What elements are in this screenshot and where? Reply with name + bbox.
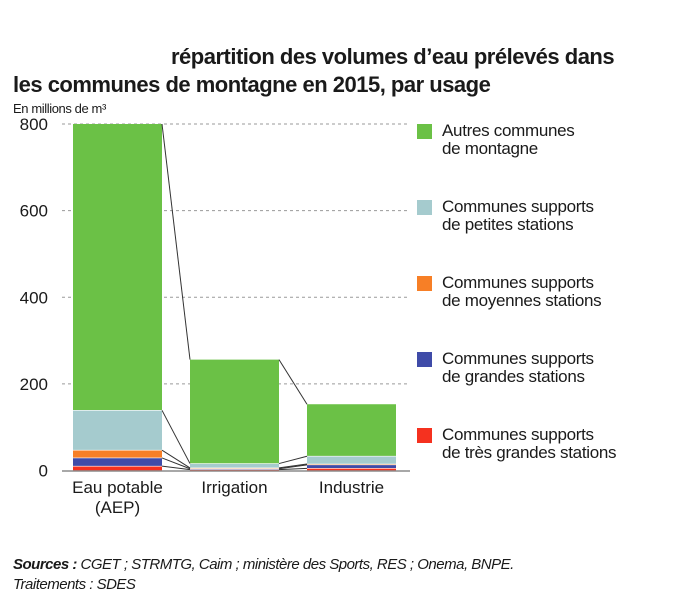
connector-line [161,449,191,469]
legend-label-line: Autres communes [442,121,575,140]
legend-item: Communes supports de très grandes station… [417,426,687,476]
sources-line-1: Sources : CGET ; STRMTG, Caim ; ministèr… [13,555,514,575]
connector-line [161,457,191,470]
connector-line [161,465,191,471]
x-tick-label: (AEP) [95,498,140,517]
legend-swatch [417,200,432,215]
connector-line [278,464,308,470]
legend-label-line: de montagne [442,139,538,158]
y-tick-label: 600 [20,202,48,221]
legend-label-line: de très grandes stations [442,443,617,462]
chart-title-line-2: les communes de montagne en 2015, par us… [13,72,491,97]
y-tick-label: 0 [39,462,48,481]
connector-line [278,463,308,469]
bar-segment [190,467,279,469]
legend-item: Communes supports de moyennes stations [417,274,687,324]
legend-item: Communes supports de grandes stations [417,350,687,400]
legend-label: Communes supports de petites stations [442,198,594,234]
legend-item: Communes supports de petites stations [417,198,687,248]
y-tick-label: 400 [20,288,48,307]
y-tick-label: 800 [20,115,48,134]
x-tick-label: Irrigation [201,478,267,497]
legend-swatch [417,276,432,291]
bar-segment [307,456,396,465]
legend-label: Autres communes de montagne [442,122,575,158]
connector-line [278,359,308,405]
bar-segment [73,450,162,458]
bar-segment [307,464,396,469]
legend-label: Communes supports de grandes stations [442,350,594,386]
legend-label: Communes supports de moyennes stations [442,273,602,310]
y-axis-unit-label: En millions de m³ [13,101,106,116]
bar-segment [190,468,279,470]
bar-segment [307,404,396,457]
sources-text: CGET ; STRMTG, Caim ; ministère des Spor… [76,556,515,573]
legend-label-line: Communes supports [442,273,594,292]
legend-label-line: de grandes stations [442,367,585,386]
connector-line [161,410,191,464]
bar-segment [190,469,279,471]
chart-title: répartition des volumes d’eau prélevés d… [13,43,693,99]
sources-label: Sources : [13,556,77,573]
legend-label-line: Communes supports [442,425,594,444]
bar-segment [73,124,162,411]
bar-segment [190,359,279,464]
bar-segment [73,457,162,467]
legend-label-line: de moyennes stations [442,291,602,310]
legend-item: Autres communes de montagne [417,122,687,172]
legend-label-line: de petites stations [442,215,574,234]
bar-segment [307,464,396,465]
legend-swatch [417,352,432,367]
y-tick-label: 200 [20,375,48,394]
bar-segment [73,466,162,471]
sources-note: Sources : CGET ; STRMTG, Caim ; ministèr… [13,555,514,595]
bar-segment [190,463,279,468]
legend-swatch [417,124,432,139]
sources-line-2: Traitements : SDES [13,576,136,593]
bar-segment [73,410,162,451]
chart-title-line-1: répartition des volumes d’eau prélevés d… [171,44,615,69]
connector-line [161,123,191,360]
legend-label-line: Communes supports [442,197,594,216]
connector-line [278,455,308,465]
legend-swatch [417,428,432,443]
x-tick-label: Eau potable [72,478,163,497]
legend-label: Communes supports de très grandes station… [442,425,617,462]
legend-label-line: Communes supports [442,349,594,368]
connector-line [278,467,308,471]
bar-segment [307,468,396,471]
x-tick-label: Industrie [319,478,384,497]
